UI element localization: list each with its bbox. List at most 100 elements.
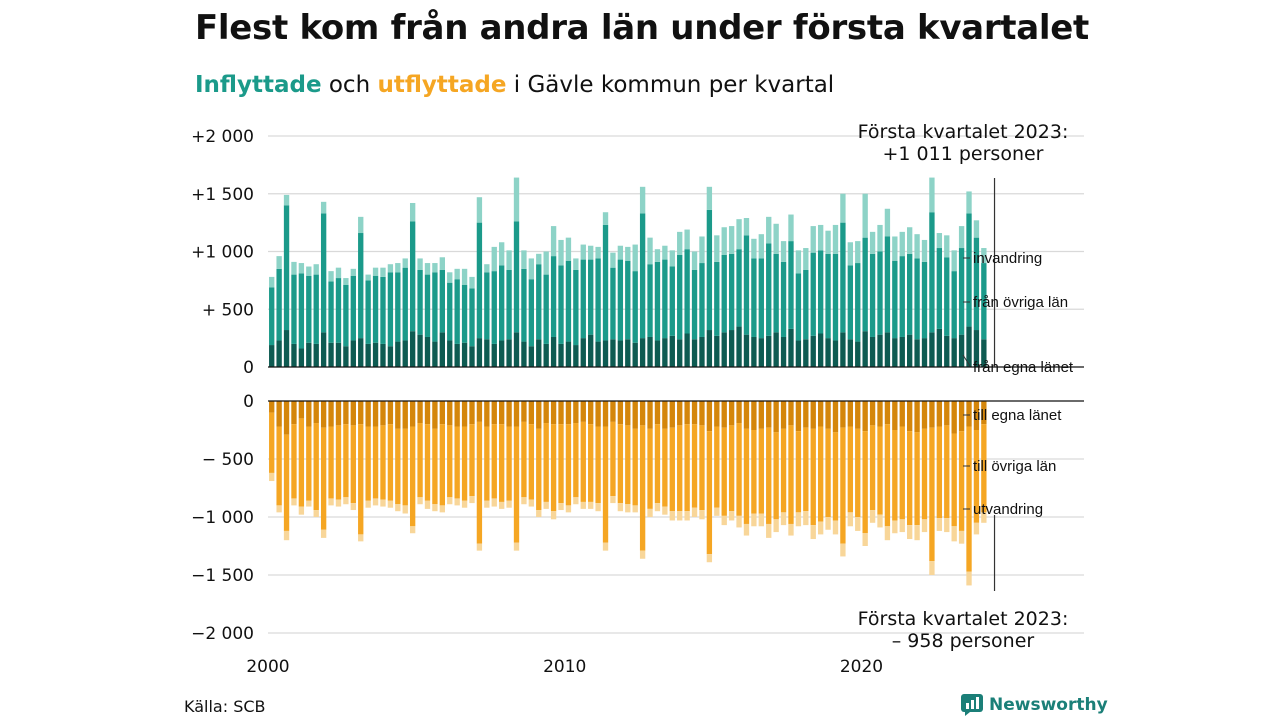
inflow-bar-segment [506, 339, 512, 367]
inflow-bar-segment [743, 235, 750, 335]
outflow-bar-segment [447, 401, 453, 426]
inflow-bar-segment [795, 340, 802, 367]
inflow-bar-segment [358, 216, 364, 234]
outflow-bar-segment [461, 401, 468, 427]
inflow-bar-segment [869, 231, 876, 254]
outflow-bar-segment [476, 543, 483, 551]
outflow-bars [269, 401, 987, 586]
outflow-bar-segment [728, 511, 735, 521]
outflow-bar-segment [869, 401, 876, 426]
inflow-bar-segment [306, 275, 312, 343]
annotation-out-line2: – 958 personer [892, 630, 1035, 652]
inflow-bar-segment [283, 330, 290, 367]
inflow-bar-segment [580, 259, 586, 339]
outflow-bar-segment [699, 401, 705, 426]
outflow-bar-segment [862, 401, 868, 432]
outflow-bar-segment [276, 426, 282, 506]
inflow-bar-segment [855, 263, 861, 342]
outflow-bar-segment [513, 542, 520, 551]
outflow-bar-segment [350, 425, 356, 504]
outflow-bar-segment [677, 425, 683, 512]
inflow-bar-segment [543, 343, 549, 367]
inflow-bar-segment [387, 264, 394, 273]
segment-label-in: från övriga län [973, 294, 1068, 311]
inflow-bar-segment [306, 342, 312, 367]
outflow-bar-segment [921, 519, 928, 533]
inflow-bar-segment [521, 268, 527, 342]
inflow-bar-segment [343, 346, 349, 367]
inflow-bar-segment [558, 239, 564, 266]
outflow-bar-segment [521, 497, 527, 505]
inflow-bar-segment [513, 332, 520, 367]
inflow-bar-segment [313, 343, 319, 367]
outflow-bar-segment [855, 401, 861, 429]
inflow-bar-segment [580, 338, 586, 367]
outflow-bar-segment [966, 571, 972, 586]
inflow-bar-segment [580, 244, 586, 260]
inflow-bar-segment [944, 235, 950, 258]
outflow-bar-segment [892, 430, 898, 521]
outflow-bar-segment [847, 401, 853, 427]
inflow-bar-segment [647, 264, 653, 337]
inflow-bar-segment [395, 272, 401, 342]
outflow-bar-segment [617, 424, 624, 504]
inflow-bar-segment [491, 271, 497, 344]
inflow-bar-segment [550, 256, 557, 337]
inflow-bar-segment [632, 271, 638, 343]
inflow-bar-segment [647, 237, 653, 265]
inflow-bar-segment [291, 343, 297, 367]
inflow-bar-segment [899, 256, 905, 337]
inflow-bar-segment [892, 338, 898, 367]
outflow-bar-segment [966, 401, 972, 427]
outflow-bar-segment [936, 426, 943, 519]
outflow-bar-segment [662, 428, 668, 507]
outflow-bar-segment [610, 421, 616, 497]
outflow-bar-segment [424, 424, 431, 501]
inflow-bar-segment [803, 248, 809, 270]
outflow-bar-segment [825, 401, 831, 429]
inflow-bar-segment [706, 186, 713, 210]
outflow-bar-segment [714, 401, 720, 427]
inflow-bar-segment [958, 226, 965, 249]
inflow-bar-segment [506, 250, 512, 270]
inflow-bar-segment [929, 177, 935, 213]
outflow-bar-segment [773, 432, 779, 520]
outflow-bar-segment [343, 497, 349, 505]
outflow-bar-segment [269, 472, 275, 482]
inflow-bar-segment [788, 328, 794, 367]
outflow-bar-segment [365, 426, 371, 501]
inflow-bar-segment [595, 341, 601, 367]
inflow-bar-segment [558, 343, 564, 367]
inflow-bar-segment [320, 201, 327, 214]
brand-label: Newsworthy [989, 695, 1108, 715]
inflow-bar-segment [365, 280, 371, 344]
segment-label-out: till övriga län [973, 458, 1056, 475]
outflow-bar-segment [380, 499, 386, 507]
outflow-bar-segment [343, 401, 349, 425]
outflow-bar-segment [929, 427, 935, 562]
inflow-bar-segment [521, 341, 527, 367]
inflow-bar-segment [543, 251, 549, 275]
outflow-bar-segment [595, 503, 601, 512]
outflow-bar-segment [639, 550, 646, 559]
outflow-bar-segment [751, 513, 757, 527]
inflow-bar-segment [484, 264, 490, 273]
inflow-bar-segment [654, 261, 661, 341]
outflow-bar-segment [832, 520, 839, 535]
inflow-bar-segment [691, 251, 698, 270]
outflow-bar-segment [276, 505, 282, 513]
inflow-bar-segment [795, 273, 802, 341]
inflow-bar-segment [892, 236, 898, 261]
gridlines [268, 135, 1084, 634]
outflow-bar-segment [840, 543, 846, 557]
inflow-bar-segment [350, 268, 356, 276]
outflow-bar-segment [358, 534, 364, 542]
outflow-bar-segment [877, 401, 883, 427]
inflow-bar-segment [461, 342, 468, 367]
inflow-bar-segment [409, 202, 416, 222]
outflow-bar-segment [921, 401, 928, 429]
inflow-bar-segment [669, 266, 675, 336]
outflow-bar-segment [528, 424, 535, 500]
outflow-bar-segment [595, 426, 601, 504]
inflow-bar-segment [721, 332, 727, 367]
